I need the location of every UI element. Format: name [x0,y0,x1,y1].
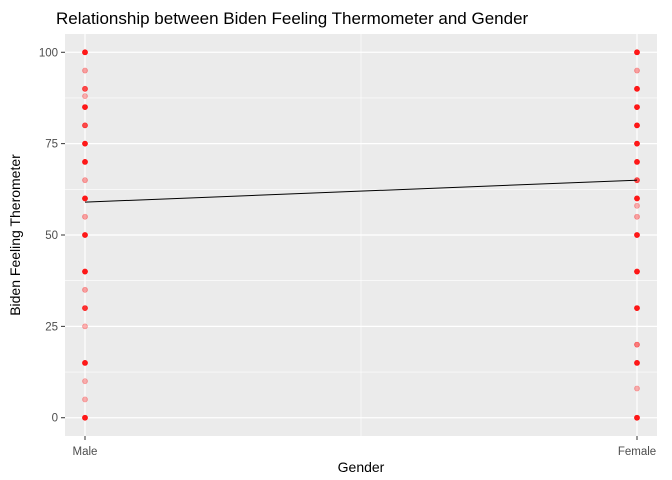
x-axis-title: Gender [338,459,385,475]
data-point [634,104,640,110]
data-points [82,49,640,421]
data-point [82,396,88,403]
x-tick-label: Male [73,446,98,458]
data-point [82,378,88,385]
data-point [634,268,640,275]
data-point [82,49,88,56]
y-tick-label: 25 [45,321,58,333]
data-point [82,159,88,165]
data-point [82,213,88,220]
data-point [634,414,640,421]
y-tick-label: 100 [39,47,58,59]
data-point [634,385,640,392]
data-point [634,213,640,220]
y-axis-ticks: 0 25 50 75 100 [39,47,65,425]
data-point [634,85,640,92]
data-point [82,232,88,238]
chart-title: Relationship between Biden Feeling Therm… [56,9,529,28]
y-tick-label: 50 [45,230,58,242]
data-point [82,177,88,184]
data-point [82,323,88,330]
y-tick-label: 75 [45,139,58,151]
data-point [82,140,88,147]
data-point [634,232,640,238]
data-point [634,122,640,129]
data-point [634,305,640,311]
data-point [82,122,88,129]
data-point [82,195,88,202]
data-point [634,67,640,74]
data-point [82,85,88,92]
x-axis-ticks: Male Female [73,436,656,458]
x-tick-label: Female [618,446,656,458]
data-point [82,268,88,275]
data-point [82,93,88,100]
trend-line [84,179,638,203]
minor-gridlines [65,34,657,436]
data-point [634,195,640,202]
y-axis-title: Biden Feeling Therometer [7,154,23,316]
data-point [82,414,88,421]
data-point [634,140,640,147]
y-tick-label: 0 [52,413,58,425]
data-point [634,159,640,165]
data-point [82,286,88,293]
data-point [634,49,640,56]
data-point [634,202,640,209]
data-point [82,305,88,311]
data-point [82,104,88,110]
data-point [82,360,88,366]
data-point [634,360,640,366]
data-point [634,341,640,348]
data-point [82,67,88,74]
